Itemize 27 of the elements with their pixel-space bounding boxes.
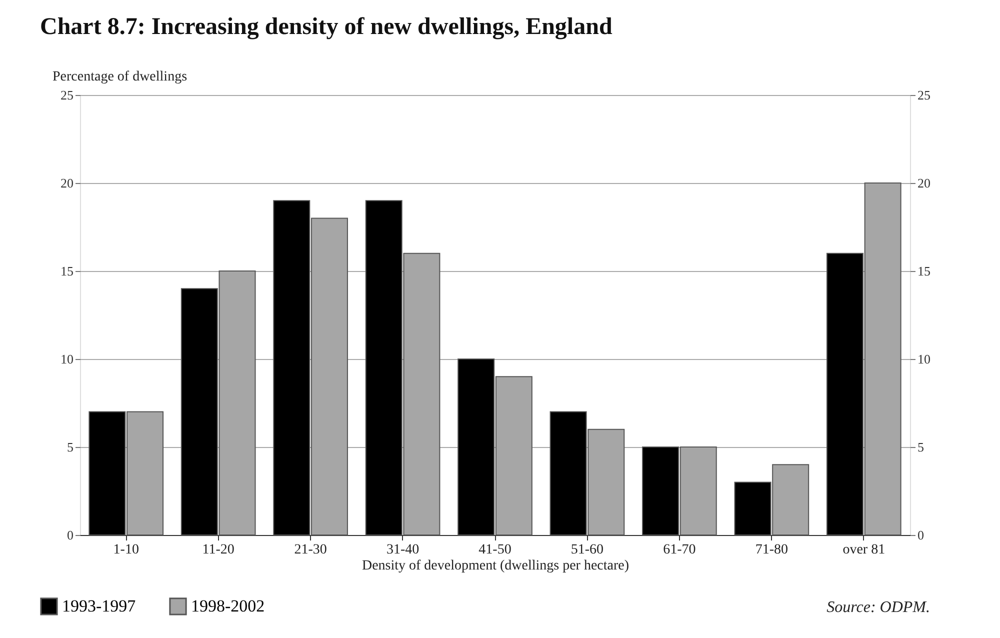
x-tick-label: 11-20 xyxy=(202,542,234,558)
y-tick-label: 10 xyxy=(60,352,74,366)
legend-label: 1993-1997 xyxy=(62,596,136,616)
x-tick-label: 51-60 xyxy=(570,542,604,558)
y-tick-label: 15 xyxy=(60,264,74,278)
x-axis-title: Density of development (dwellings per hectare) xyxy=(362,558,630,574)
x-tick-label: 31-40 xyxy=(386,542,420,558)
y-axis-title: Percentage of dwellings xyxy=(52,70,188,84)
y2-tick-label: 5 xyxy=(918,440,924,454)
y-tick-label: 5 xyxy=(67,440,74,454)
source-note: Source: ODPM. xyxy=(826,599,930,616)
x-tick-label: 41-50 xyxy=(478,542,512,558)
y2-tick-label: 20 xyxy=(918,176,930,190)
y2-tick-label: 0 xyxy=(918,528,924,542)
y2-tick-label: 25 xyxy=(918,88,930,102)
y-tick-label: 20 xyxy=(60,176,74,190)
x-tick-label: 71-80 xyxy=(755,542,788,558)
y2-tick-label: 10 xyxy=(918,352,930,366)
x-tick-label: 1-10 xyxy=(113,542,139,558)
chart-title: Chart 8.7: Increasing density of new dwellings, England xyxy=(40,14,613,40)
y-tick-label: 25 xyxy=(60,88,74,102)
y-tick-label: 0 xyxy=(67,528,74,542)
x-tick-label: 61-70 xyxy=(663,542,696,558)
x-tick-label: over 81 xyxy=(842,542,886,558)
y2-tick-label: 15 xyxy=(918,264,930,278)
x-tick-label: 21-30 xyxy=(294,542,327,558)
legend-label: 1998-2002 xyxy=(191,596,265,616)
